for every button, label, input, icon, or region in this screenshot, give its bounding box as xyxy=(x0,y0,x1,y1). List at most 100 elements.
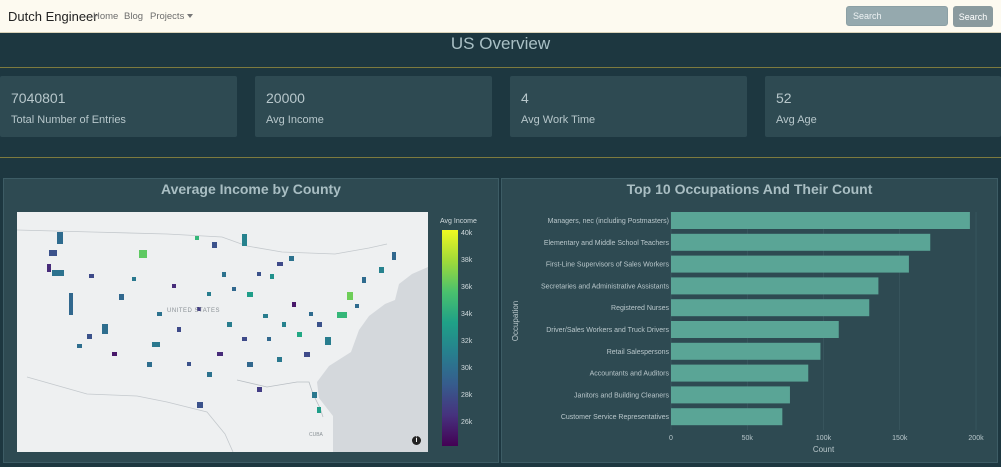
county-shape[interactable] xyxy=(232,287,236,291)
y-axis-label: Occupation xyxy=(511,301,520,341)
county-shape[interactable] xyxy=(132,277,136,281)
navbar: Dutch Engineer Home Blog Projects Search xyxy=(0,0,1001,33)
stat-value: 4 xyxy=(521,90,529,106)
county-shape[interactable] xyxy=(242,337,247,341)
county-shape[interactable] xyxy=(379,267,384,273)
county-shape[interactable] xyxy=(52,270,64,276)
county-shape[interactable] xyxy=(263,314,268,318)
county-shape[interactable] xyxy=(139,250,147,258)
county-shape[interactable] xyxy=(317,407,321,413)
stat-value: 52 xyxy=(776,90,792,106)
county-shape[interactable] xyxy=(282,322,286,327)
bar[interactable] xyxy=(671,255,909,273)
county-shape[interactable] xyxy=(102,324,108,334)
brand-logo[interactable]: Dutch Engineer xyxy=(8,9,98,24)
county-shape[interactable] xyxy=(157,312,162,316)
county-shape[interactable] xyxy=(57,232,63,244)
county-shape[interactable] xyxy=(207,372,212,377)
bar[interactable] xyxy=(671,212,970,229)
colorbar-tick: 40k xyxy=(461,230,473,237)
county-shape[interactable] xyxy=(362,277,366,283)
county-shape[interactable] xyxy=(89,274,94,278)
nav-link-projects[interactable]: Projects xyxy=(150,11,194,22)
county-shape[interactable] xyxy=(337,312,347,318)
county-shape[interactable] xyxy=(119,294,124,300)
map-panel: Average Income by County xyxy=(3,178,499,463)
county-shape[interactable] xyxy=(49,250,57,256)
bar[interactable] xyxy=(671,321,839,338)
county-shape[interactable] xyxy=(172,284,176,288)
x-tick-label: 100k xyxy=(816,435,832,442)
y-tick-label: Customer Service Representatives xyxy=(561,414,670,421)
county-shape[interactable] xyxy=(297,332,302,337)
info-icon[interactable]: i xyxy=(412,436,421,445)
search-button[interactable]: Search xyxy=(953,6,993,27)
county-shape[interactable] xyxy=(267,337,271,341)
bar[interactable] xyxy=(671,364,809,382)
county-shape[interactable] xyxy=(304,352,310,357)
county-shape[interactable] xyxy=(317,322,322,327)
colorbar-tick: 34k xyxy=(461,311,473,318)
county-shape[interactable] xyxy=(347,292,353,300)
divider xyxy=(0,67,1001,68)
bar[interactable] xyxy=(671,277,879,295)
divider xyxy=(0,157,1001,158)
county-shape[interactable] xyxy=(222,272,226,277)
chevron-down-icon xyxy=(187,14,194,18)
map-country-label: UNITED STATES xyxy=(167,308,220,314)
county-shape[interactable] xyxy=(195,236,199,240)
county-shape[interactable] xyxy=(257,272,261,276)
county-shape[interactable] xyxy=(187,362,191,366)
county-shape[interactable] xyxy=(392,252,396,260)
county-shape[interactable] xyxy=(47,264,51,272)
stat-card-entries: 7040801 Total Number of Entries xyxy=(0,76,237,137)
bar[interactable] xyxy=(671,342,821,360)
nav-link-blog[interactable]: Blog xyxy=(124,11,144,22)
county-shape[interactable] xyxy=(242,234,247,246)
county-shape[interactable] xyxy=(197,402,203,408)
county-shape[interactable] xyxy=(147,362,152,367)
nav-link-home[interactable]: Home xyxy=(93,11,119,22)
county-shape[interactable] xyxy=(309,312,313,316)
county-shape[interactable] xyxy=(270,274,274,279)
y-tick-label: Registered Nurses xyxy=(611,305,669,312)
county-shape[interactable] xyxy=(217,352,223,356)
y-tick-label: Managers, nec (including Postmasters) xyxy=(548,218,669,225)
county-shape[interactable] xyxy=(112,352,117,356)
colorbar xyxy=(442,230,458,446)
county-shape[interactable] xyxy=(177,327,181,332)
colorbar-tick: 38k xyxy=(461,257,473,264)
county-shape[interactable] xyxy=(257,387,262,392)
county-shape[interactable] xyxy=(292,302,296,307)
county-shape[interactable] xyxy=(289,256,294,261)
x-tick-label: 50k xyxy=(742,435,754,442)
stat-value: 7040801 xyxy=(11,90,66,106)
county-shape[interactable] xyxy=(212,242,217,248)
county-shape[interactable] xyxy=(77,344,82,348)
county-shape[interactable] xyxy=(355,304,359,308)
bar[interactable] xyxy=(671,299,870,317)
bar[interactable] xyxy=(671,408,783,426)
stat-label: Avg Income xyxy=(266,114,324,126)
occupations-panel: Top 10 Occupations And Their Count 0 50k 1… xyxy=(501,178,998,463)
county-shape[interactable] xyxy=(87,334,92,339)
county-shape[interactable] xyxy=(247,292,253,297)
county-shape[interactable] xyxy=(312,392,317,398)
choropleth-map[interactable]: UNITED STATES CUBA i xyxy=(17,212,428,452)
county-shape[interactable] xyxy=(197,307,201,311)
county-shape[interactable] xyxy=(69,293,73,315)
bar-chart[interactable]: 0 50k 100k 150k 200k Managers, nec (including… xyxy=(502,204,997,462)
county-shape[interactable] xyxy=(207,292,211,296)
county-shape[interactable] xyxy=(247,362,253,367)
search-input[interactable] xyxy=(846,6,948,26)
county-shape[interactable] xyxy=(227,322,232,327)
bar[interactable] xyxy=(671,233,931,251)
x-tick-label: 150k xyxy=(892,435,908,442)
bar[interactable] xyxy=(671,386,790,404)
county-shape[interactable] xyxy=(152,342,160,347)
county-shape[interactable] xyxy=(277,262,283,266)
county-shape[interactable] xyxy=(325,337,331,345)
colorbar-tick: 36k xyxy=(461,284,473,291)
y-tick-label: Elementary and Middle School Teachers xyxy=(544,240,670,247)
county-shape[interactable] xyxy=(277,357,282,362)
